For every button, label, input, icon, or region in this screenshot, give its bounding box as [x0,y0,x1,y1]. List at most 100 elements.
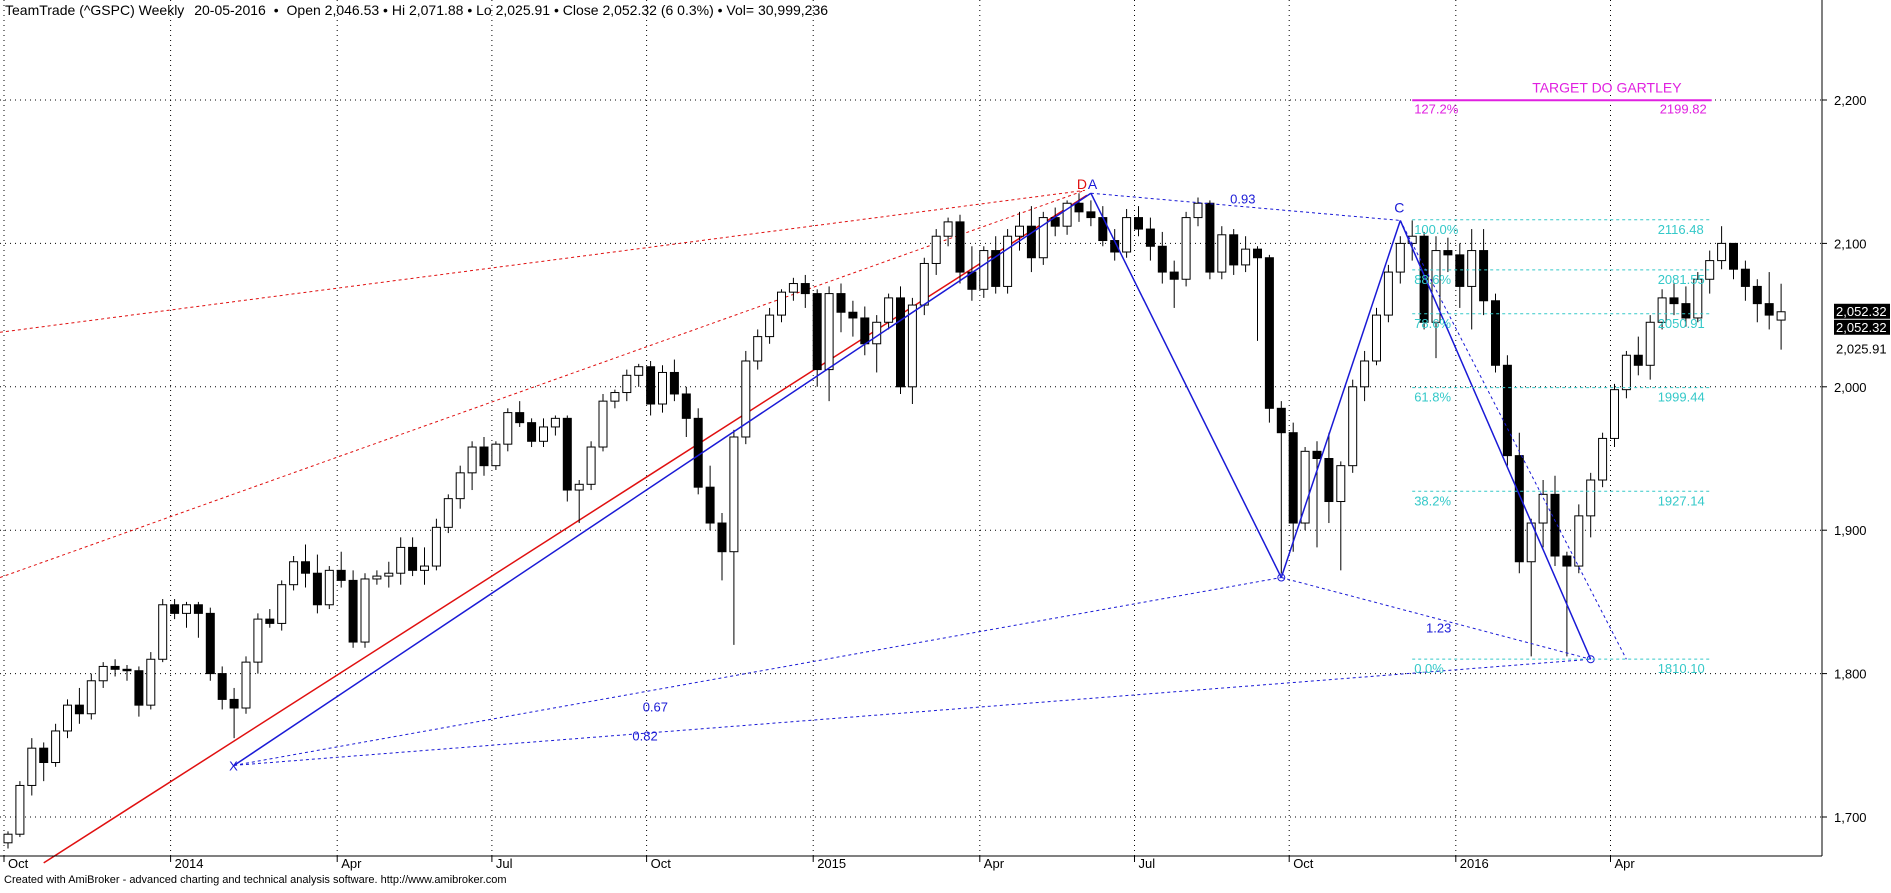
candle-down [955,221,965,273]
candle-down [193,604,203,614]
candle-down [1740,268,1750,287]
candle-up [384,572,394,577]
y-tick-label: 2,200 [1834,93,1867,108]
candle-down [991,250,1001,287]
candle-up [741,360,751,438]
candle-down [1205,202,1215,273]
candle-down [1145,228,1155,247]
candle-up [1038,217,1048,259]
candle-down [1264,257,1274,409]
candle-down [1752,285,1762,305]
low-price-label: 2,025.91 [1836,342,1887,357]
candle-up [396,546,406,574]
y-tick-label: 2,000 [1834,380,1867,395]
header-ohlc: Open 2,046.53 • Hi 2,071.88 • Lo 2,025.9… [287,2,829,18]
candle-up [919,262,929,306]
candle-down [1502,364,1512,457]
candle-down [1764,303,1774,316]
candle-up [550,417,560,428]
candle-down [479,446,489,467]
header-symbol: (^GSPC) [79,2,135,18]
candle-up [884,297,894,323]
pattern-point-x: X [229,758,238,773]
candle-down [1157,245,1167,273]
candle-up [777,291,786,316]
pattern-point-b-marker [1277,573,1286,582]
candle-up [277,584,287,624]
ratio-label: 0.82 [632,728,657,743]
x-tick-label: 2014 [175,856,204,871]
fib-pct-label: 78.6% [1414,316,1451,331]
candle-up [872,321,882,345]
candle-up [146,658,156,706]
candle-down [312,572,322,606]
candle-down [669,371,679,395]
candle-down [1550,493,1560,557]
candle-up [634,366,644,376]
fib-price-label: 2116.48 [1658,222,1704,237]
candle-down [1479,250,1489,302]
candle-down [110,665,120,670]
candle-down [301,561,310,574]
candle-down [1491,300,1500,366]
target-title: TARGET DO GARTLEY [1532,79,1682,95]
candle-up [1122,217,1132,253]
candle-down [1681,303,1691,319]
pattern-point-c: C [1394,199,1404,215]
candle-up [86,680,96,715]
candle-down [39,747,49,764]
candle-down [860,317,870,345]
candle-up [1372,314,1381,362]
pattern-leg [1399,220,1592,660]
candle-up [1181,217,1191,280]
candle-up [431,526,441,567]
candle-up [1705,260,1715,280]
fib-pct-label: 61.8% [1414,390,1451,405]
ratio-label: 0.67 [643,699,668,714]
candle-down [408,546,418,571]
candle-down [205,612,215,675]
y-tick-label: 2,100 [1834,236,1867,251]
candle-up [420,565,429,571]
candle-down [1514,455,1524,563]
candle-up [1015,225,1024,237]
candle-up [1217,234,1227,273]
candle-up [455,472,465,500]
fib-price-label: 1810.10 [1658,661,1705,676]
header-app: TeamTrade [5,2,76,18]
candle-up [1241,248,1251,266]
y-tick-label: 1,800 [1834,667,1867,682]
candle-down [1288,432,1298,524]
x-tick-label: Oct [1293,856,1314,871]
candle-up [491,443,501,467]
pattern-point-d-red: D [1077,176,1087,192]
candle-up [3,833,13,844]
x-tick-label: 2015 [817,856,846,871]
candle-up [1383,271,1393,316]
pattern-ratio-line [1090,192,1401,221]
candle-up [1693,278,1703,319]
candle-up [1193,202,1203,219]
candle-down [1098,217,1108,242]
candle-down [1443,250,1453,256]
x-tick-label: Oct [651,856,672,871]
candle-up [1776,311,1786,321]
candle-up [658,371,667,405]
pattern-leg [233,192,1092,766]
fib-price-label: 2050.91 [1658,316,1705,331]
header-date: 20-05-2016 [194,2,266,18]
candle-down [1253,248,1262,259]
candle-down [1086,211,1096,219]
candle-up [539,426,548,442]
target-pct-label: 127.2% [1414,101,1459,116]
candle-up [1645,321,1655,366]
candle-up [1003,235,1013,287]
x-tick-label: Oct [8,856,29,871]
candle-up [372,575,382,580]
candle-up [503,412,513,445]
candle-down [1455,254,1465,287]
fib-pct-label: 38.2% [1414,493,1451,508]
candle-down [229,698,239,709]
candle-down [562,417,572,491]
